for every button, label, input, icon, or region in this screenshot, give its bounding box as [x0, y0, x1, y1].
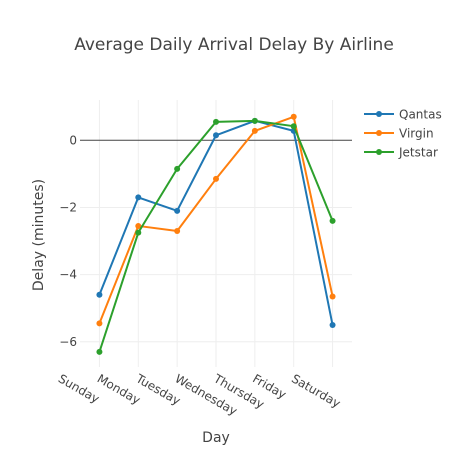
series-jetstar [96, 117, 336, 355]
y-tick-label: −4 [59, 268, 77, 282]
chart-title: Average Daily Arrival Delay By Airline [74, 35, 394, 55]
data-point[interactable] [135, 194, 142, 201]
data-point[interactable] [213, 118, 219, 125]
legend-label: Qantas [399, 108, 442, 122]
y-tick-label: 0 [69, 133, 77, 147]
legend-item-qantas[interactable]: Qantas [364, 108, 442, 122]
legend-swatch-marker [376, 149, 382, 155]
series-group [96, 113, 336, 355]
data-point[interactable] [329, 322, 336, 329]
x-tick-label: Tuesday [133, 371, 183, 408]
data-point[interactable] [135, 222, 142, 229]
data-point[interactable] [96, 348, 103, 355]
data-point[interactable] [174, 227, 181, 234]
data-point[interactable] [329, 217, 336, 224]
y-tick-label: −6 [59, 335, 77, 349]
data-point[interactable] [96, 291, 103, 298]
data-point[interactable] [251, 117, 258, 124]
legend-swatch-marker [376, 130, 382, 136]
data-point[interactable] [290, 113, 297, 120]
legend-swatch-marker [376, 111, 382, 117]
y-tick-label: −2 [59, 200, 77, 214]
x-axis-title: Day [202, 430, 230, 446]
legend-label: Jetstar [398, 146, 438, 160]
y-axis-title: Delay (minutes) [31, 179, 47, 291]
legend-label: Virgin [399, 127, 434, 141]
data-point[interactable] [96, 320, 103, 327]
data-point[interactable] [251, 127, 258, 134]
legend-item-jetstar[interactable]: Jetstar [364, 146, 438, 160]
legend: Qantas Virgin Jetstar [364, 108, 442, 160]
data-point[interactable] [135, 229, 142, 236]
data-point[interactable] [329, 293, 336, 300]
data-point[interactable] [213, 132, 219, 139]
data-point[interactable] [213, 175, 219, 182]
axes: 0−2−4−6SundayMondayTuesdayWednesdayThurs… [56, 133, 352, 418]
legend-item-virgin[interactable]: Virgin [364, 127, 434, 141]
grid [80, 100, 352, 367]
data-point[interactable] [174, 207, 181, 214]
series-virgin [96, 113, 336, 327]
data-point[interactable] [290, 123, 297, 130]
x-tick-label: Saturday [289, 371, 343, 410]
x-tick-label: Sunday [56, 371, 102, 406]
x-tick-label: Monday [95, 371, 143, 407]
data-point[interactable] [174, 165, 181, 172]
